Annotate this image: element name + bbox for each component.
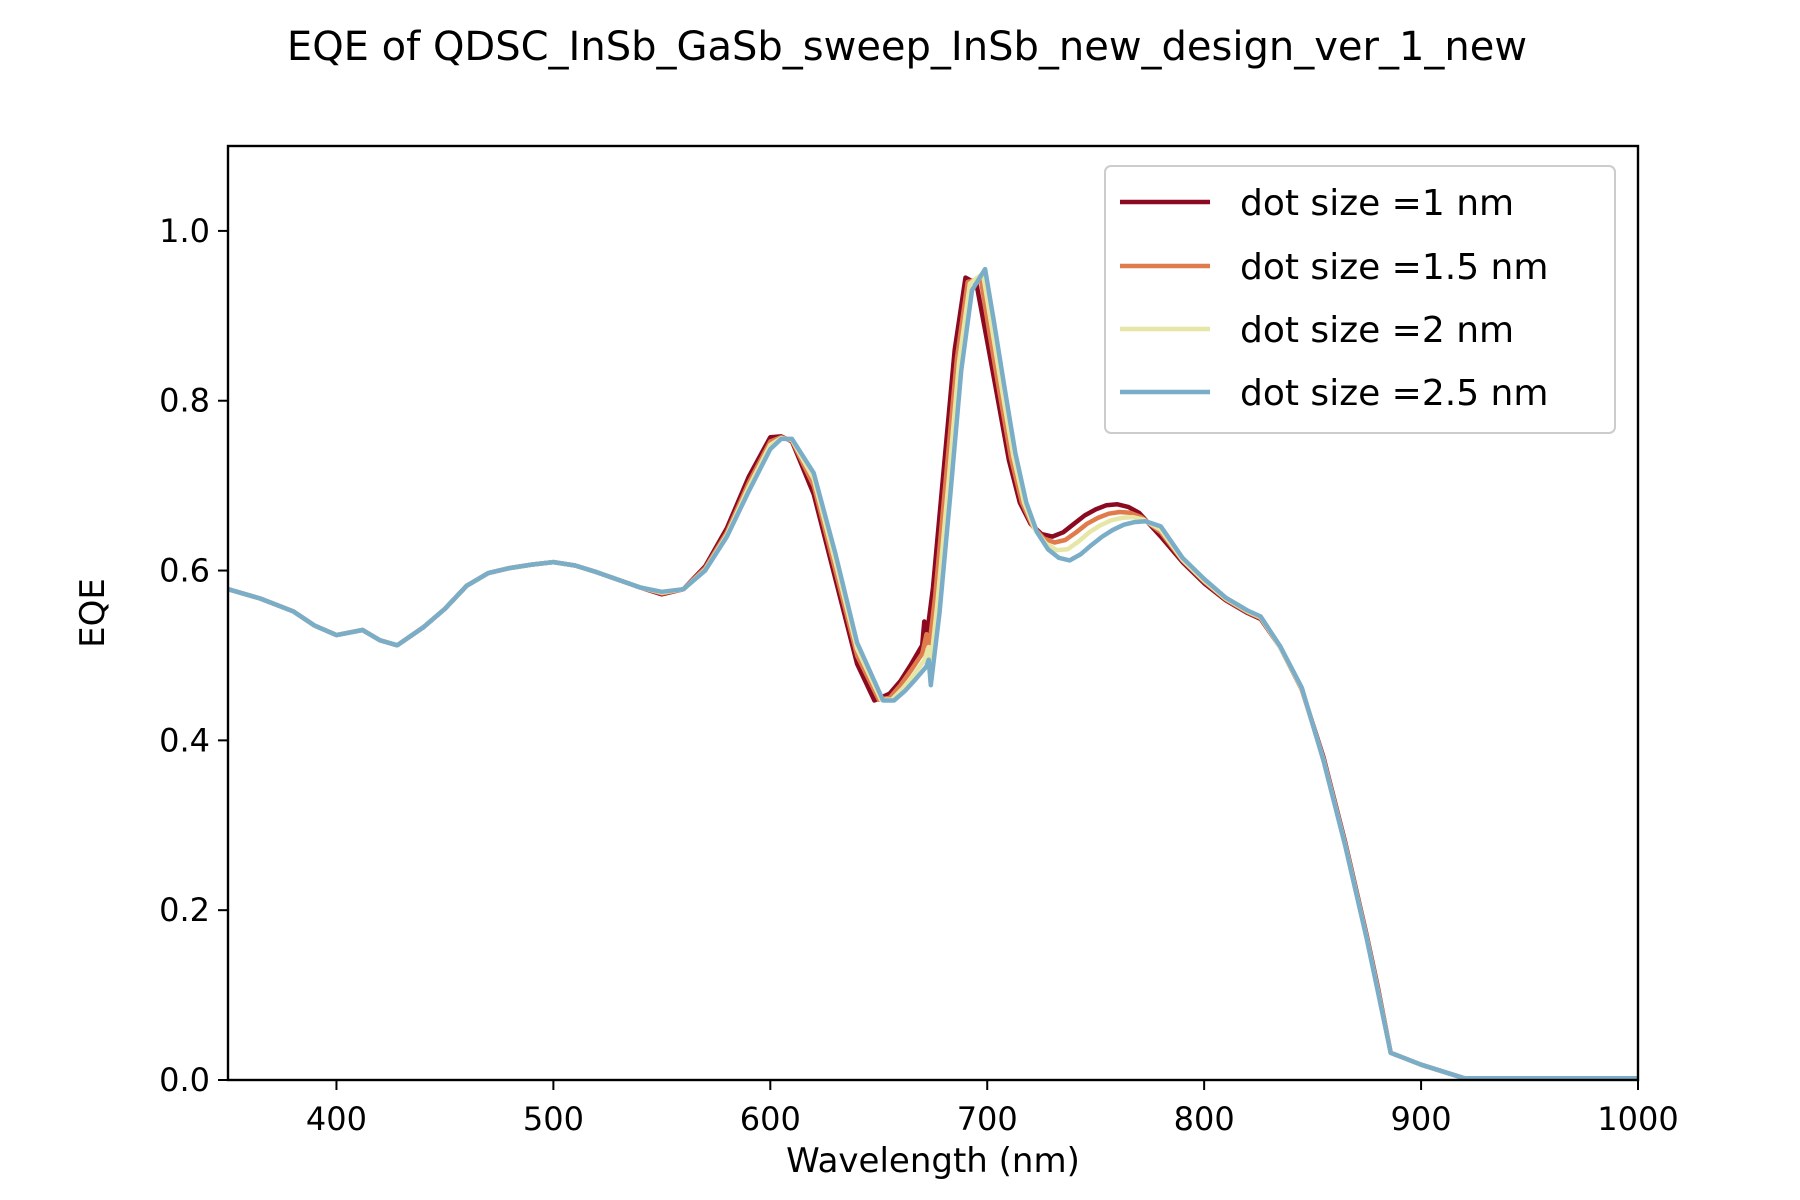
y-axis-label: EQE xyxy=(73,578,113,648)
series-line-dot-size-2-5nm xyxy=(228,266,1638,1080)
x-tick-label: 500 xyxy=(523,1100,584,1138)
y-tick-label: 1.0 xyxy=(159,212,210,250)
x-tick-label: 400 xyxy=(306,1100,367,1138)
y-axis-ticks: 0.0 0.2 0.4 0.6 0.8 1.0 xyxy=(159,212,228,1099)
y-tick-label: 0.8 xyxy=(159,382,210,420)
legend-label-dot-size-1-5nm: dot size =1.5 nm xyxy=(1240,247,1548,288)
x-tick-label: 600 xyxy=(740,1100,801,1138)
legend-label-dot-size-2nm: dot size =2 nm xyxy=(1240,310,1514,351)
y-tick-label: 0.4 xyxy=(159,721,210,759)
chart-title: EQE of QDSC_InSb_GaSb_sweep_InSb_new_des… xyxy=(287,24,1527,70)
x-tick-label: 900 xyxy=(1391,1100,1452,1138)
x-axis-ticks: 400 500 600 700 800 900 1000 xyxy=(306,1080,1679,1138)
legend-frame xyxy=(1104,165,1616,434)
y-tick-label: 0.2 xyxy=(159,891,210,929)
x-tick-label: 800 xyxy=(1174,1100,1235,1138)
x-tick-label: 700 xyxy=(957,1100,1018,1138)
y-tick-label: 0.0 xyxy=(159,1061,210,1099)
legend: dot size =1 nm dot size =1.5 nm dot size… xyxy=(1104,165,1616,434)
legend-label-dot-size-2-5nm: dot size =2.5 nm xyxy=(1240,373,1548,414)
x-axis-label: Wavelength (nm) xyxy=(786,1141,1080,1181)
plot-frame xyxy=(226,144,1640,1082)
y-tick-label: 0.6 xyxy=(159,552,210,590)
series-lines xyxy=(228,266,1638,1080)
legend-label-dot-size-1nm: dot size =1 nm xyxy=(1240,183,1514,224)
x-tick-label: 1000 xyxy=(1597,1100,1678,1138)
